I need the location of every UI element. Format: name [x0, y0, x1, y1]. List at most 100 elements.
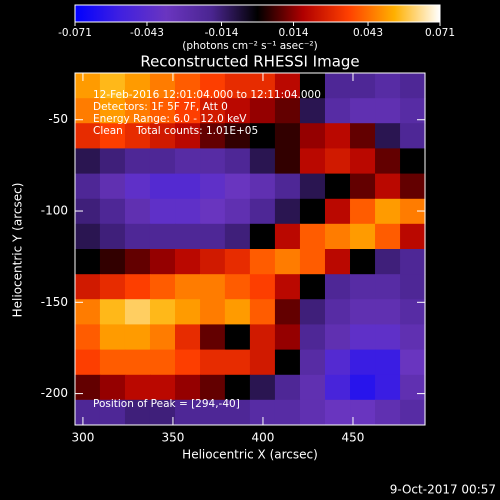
x-axis-label: Heliocentric X (arcsec) [182, 448, 318, 462]
heatmap-cell [200, 173, 226, 200]
heatmap-cell [149, 123, 176, 149]
heatmap-cell [149, 399, 176, 426]
annotation: Detectors: 1F 5F 7F, Att 0 [93, 101, 228, 113]
peak-label: Position of Peak = [294,-40] [93, 398, 240, 410]
heatmap-cell [375, 98, 401, 124]
heatmap-cell [249, 223, 276, 250]
heatmap-cell [224, 399, 251, 426]
heatmap-cell [149, 148, 176, 175]
heatmap-cell [324, 249, 351, 275]
heatmap-cell [200, 98, 226, 124]
heatmap-cell [249, 123, 276, 149]
heatmap-cell [400, 299, 426, 325]
heatmap-cell [175, 123, 201, 149]
plot-frame [74, 72, 426, 426]
heatmap-cell [99, 148, 126, 175]
y-tick-label: -200 [41, 386, 68, 400]
heatmap-cell [375, 148, 401, 175]
heatmap-cell [124, 274, 151, 300]
heatmap-cell [400, 399, 426, 426]
colorbar-tick-label: -0.071 [58, 27, 92, 39]
heatmap-cell [175, 148, 201, 175]
heatmap-cell [400, 324, 426, 351]
heatmap-cell [149, 299, 176, 325]
heatmap-cell [375, 399, 401, 426]
heatmap-cell [249, 349, 276, 376]
heatmap-cell [200, 374, 226, 401]
heatmap-cell [299, 274, 326, 300]
heatmap-cell [175, 73, 201, 99]
heatmap-cell [74, 173, 101, 200]
heatmap-cell [299, 173, 326, 200]
heatmap-cell [274, 274, 301, 300]
heatmap-cell [124, 173, 151, 200]
heatmap-cell [99, 123, 126, 149]
y-tick-label: -150 [41, 295, 68, 309]
heatmap-cell [149, 349, 176, 376]
x-tick-label: 450 [342, 431, 365, 445]
colorbar [74, 4, 441, 23]
heatmap-cell [200, 349, 226, 376]
heatmap-cell [324, 274, 351, 300]
heatmap-cell [249, 274, 276, 300]
heatmap-cell [74, 399, 101, 426]
heatmap-cell [200, 324, 226, 351]
heatmap-cell [124, 198, 151, 225]
heatmap-cell [74, 324, 101, 351]
heatmap-cell [224, 198, 251, 225]
heatmap-cell [149, 274, 176, 300]
heatmap-cell [99, 299, 126, 325]
heatmap-cell [99, 374, 126, 401]
heatmap-cell [324, 73, 351, 99]
heatmap-cell [200, 123, 226, 149]
heatmap-cell [274, 73, 301, 99]
heatmap-cell [224, 223, 251, 250]
heatmap-cell [99, 98, 126, 124]
y-tick-label: -100 [41, 204, 68, 218]
heatmap-cell [350, 374, 376, 401]
heatmap-cell [350, 249, 376, 275]
annotation: 12-Feb-2016 12:01:04.000 to 12:11:04.000 [93, 89, 321, 101]
heatmap-cell [350, 399, 376, 426]
heatmap-cell [324, 299, 351, 325]
heatmap-cell [350, 73, 376, 99]
heatmap-cell [99, 173, 126, 200]
heatmap-cell [350, 299, 376, 325]
heatmap-cell [299, 223, 326, 250]
heatmap-cell [149, 73, 176, 99]
heatmap-cell [350, 198, 376, 225]
heatmap-cell [74, 349, 101, 376]
heatmap-cell [274, 324, 301, 351]
heatmap-cell [149, 374, 176, 401]
heatmap-cell [74, 198, 101, 225]
heatmap-cell [200, 399, 226, 426]
heatmap-cell [299, 374, 326, 401]
heatmap-cell [400, 173, 426, 200]
heatmap-cell [375, 324, 401, 351]
heatmap-cell [175, 349, 201, 376]
x-tick-label: 350 [161, 431, 184, 445]
heatmap-cell [324, 173, 351, 200]
heatmap-cell [274, 223, 301, 250]
heatmap-cell [299, 73, 326, 99]
heatmap-cell [350, 98, 376, 124]
heatmap-cell [175, 223, 201, 250]
heatmap-cell [274, 198, 301, 225]
heatmap-cell [299, 249, 326, 275]
heatmap-cell [224, 148, 251, 175]
heatmap-cell [74, 123, 101, 149]
heatmap-cell [400, 223, 426, 250]
heatmap-cell [175, 274, 201, 300]
heatmap-cell [74, 249, 101, 275]
heatmap-cell [224, 249, 251, 275]
heatmap-cell [274, 249, 301, 275]
colorbar-tick-label: 0.071 [425, 27, 455, 39]
heatmap-cell [200, 148, 226, 175]
heatmap-cell [299, 98, 326, 124]
heatmap-cell [175, 173, 201, 200]
heatmap-cell [224, 123, 251, 149]
heatmap-cell [274, 148, 301, 175]
heatmap-cell [400, 249, 426, 275]
heatmap-cell [99, 249, 126, 275]
